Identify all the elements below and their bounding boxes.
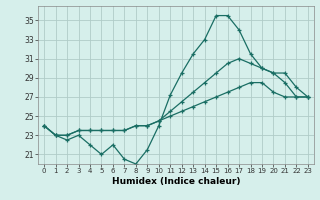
X-axis label: Humidex (Indice chaleur): Humidex (Indice chaleur) — [112, 177, 240, 186]
